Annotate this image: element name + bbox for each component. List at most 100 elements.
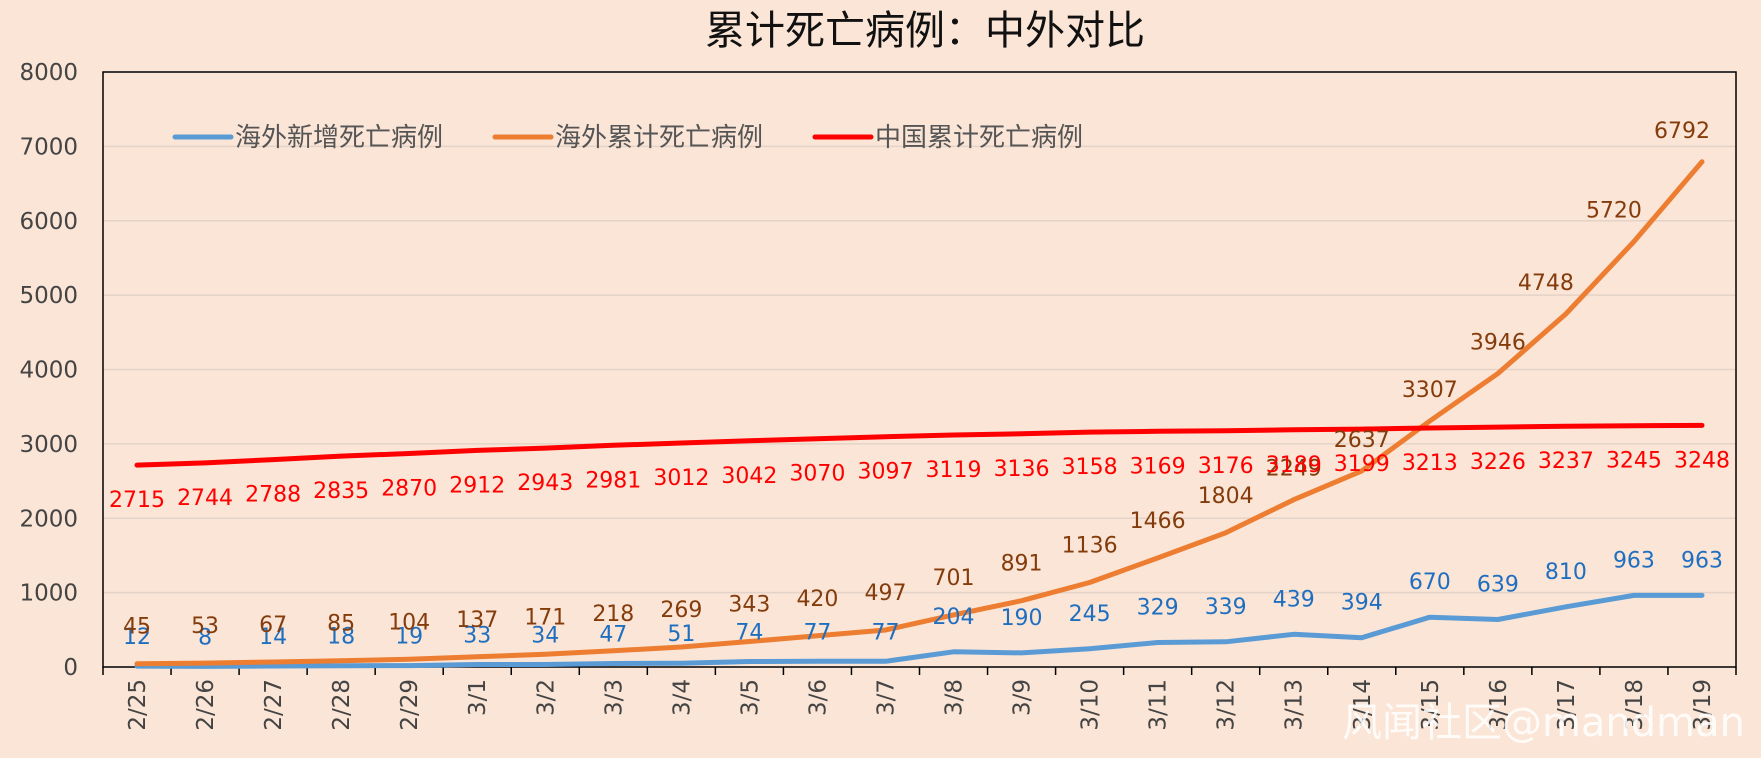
data-label-s0-17: 439 — [1273, 587, 1315, 612]
data-label-s0-1: 8 — [198, 625, 212, 650]
data-label-s0-21: 810 — [1545, 560, 1587, 585]
data-label-s1-7: 218 — [592, 602, 634, 627]
data-label-s1-9: 343 — [728, 592, 770, 617]
x-tick-label-11: 3/7 — [873, 679, 899, 716]
x-tick-label-9: 3/5 — [737, 679, 763, 716]
x-tick-label-19: 3/15 — [1418, 679, 1444, 731]
series-lines — [134, 159, 1705, 669]
data-label-s0-8: 51 — [667, 622, 695, 647]
data-label-s2-22: 3245 — [1606, 449, 1662, 474]
data-label-s0-0: 12 — [123, 625, 151, 650]
data-label-s0-13: 190 — [1001, 606, 1043, 631]
data-label-s1-12: 701 — [933, 566, 975, 591]
data-label-s2-10: 3070 — [789, 462, 845, 487]
data-label-s0-18: 394 — [1341, 591, 1383, 616]
data-label-s1-17: 2249 — [1266, 457, 1322, 482]
data-label-s0-2: 14 — [259, 625, 287, 650]
series-line-0 — [134, 592, 1705, 669]
y-tick-label-1: 1000 — [19, 581, 78, 607]
data-label-s2-19: 3213 — [1402, 451, 1458, 476]
x-axis: 2/25 2/26 2/27 2/28 2/29 3/1 3/2 3/3 3/4 3/5 3/6 3/… — [102, 667, 1737, 731]
data-label-s0-23: 963 — [1681, 548, 1723, 573]
x-tick-label-4: 2/29 — [397, 679, 423, 731]
data-label-s1-0: 45 — [123, 615, 151, 640]
data-label-s0-19: 670 — [1409, 570, 1451, 595]
chart-title: 累计死亡病例：中外对比 — [705, 8, 1145, 54]
y-axis: 0 1000 2000 3000 4000 5000 6000 7000 8000 — [19, 60, 78, 681]
y-tick-label-4: 4000 — [19, 358, 78, 384]
data-label-s1-4: 104 — [388, 610, 430, 635]
data-label-s1-15: 1466 — [1130, 509, 1186, 534]
data-label-s2-11: 3097 — [857, 460, 913, 485]
data-label-s2-18: 3199 — [1334, 452, 1390, 477]
x-tick-label-12: 3/8 — [942, 679, 968, 716]
data-label-s0-16: 339 — [1205, 595, 1247, 620]
data-label-s2-9: 3042 — [721, 464, 777, 489]
data-labels: 12 8 14 18 19 33 34 47 51 74 77 77 204 190 245 329 339 43… — [109, 119, 1730, 651]
data-label-s2-20: 3226 — [1470, 450, 1526, 475]
data-label-s1-23: 6792 — [1654, 119, 1710, 144]
legend-label-2: 中国累计死亡病例 — [875, 123, 1083, 153]
data-label-s1-1: 53 — [191, 614, 219, 639]
legend-label-1: 海外累计死亡病例 — [555, 123, 763, 153]
x-tick-label-15: 3/11 — [1146, 679, 1172, 731]
x-tick-label-22: 3/18 — [1622, 679, 1648, 731]
y-tick-label-3: 3000 — [19, 432, 78, 458]
x-tick-label-5: 3/1 — [465, 679, 491, 716]
legend: 海外新增死亡病例 海外累计死亡病例 中国累计死亡病例 — [172, 123, 1083, 153]
data-label-s2-6: 2943 — [517, 471, 573, 496]
data-label-s1-22: 5720 — [1586, 199, 1642, 224]
data-label-s0-15: 329 — [1137, 596, 1179, 621]
data-label-s1-14: 1136 — [1062, 534, 1118, 559]
data-label-s2-7: 2981 — [585, 468, 641, 493]
data-label-s2-2: 2788 — [245, 483, 301, 508]
data-label-s2-4: 2870 — [381, 477, 437, 502]
y-tick-label-7: 7000 — [19, 134, 78, 160]
y-tick-label-6: 6000 — [19, 209, 78, 235]
data-label-s0-6: 34 — [531, 623, 559, 648]
y-tick-label-8: 8000 — [19, 60, 78, 86]
data-label-s1-13: 891 — [1001, 552, 1043, 577]
x-tick-label-1: 2/26 — [193, 679, 219, 731]
x-tick-label-2: 2/27 — [261, 679, 287, 731]
series-line-2 — [134, 422, 1705, 468]
x-tick-label-10: 3/6 — [805, 679, 831, 716]
data-label-s1-16: 1804 — [1198, 484, 1254, 509]
data-label-s1-20: 3946 — [1470, 331, 1526, 356]
data-label-s0-14: 245 — [1069, 602, 1111, 627]
data-label-s0-7: 47 — [599, 623, 627, 648]
x-tick-label-13: 3/9 — [1010, 679, 1036, 716]
data-label-s1-5: 137 — [456, 608, 498, 633]
data-label-s0-10: 77 — [803, 620, 831, 645]
x-tick-label-3: 2/28 — [329, 679, 355, 731]
data-label-s0-20: 639 — [1477, 572, 1519, 597]
x-tick-label-23: 3/19 — [1690, 679, 1716, 731]
data-label-s2-14: 3158 — [1062, 455, 1118, 480]
y-tick-label-5: 5000 — [19, 283, 78, 309]
data-label-s2-23: 3248 — [1674, 448, 1730, 473]
data-label-s2-12: 3119 — [926, 458, 982, 483]
x-tick-label-21: 3/17 — [1554, 679, 1580, 731]
data-label-s1-6: 171 — [524, 605, 566, 630]
data-label-s2-5: 2912 — [449, 473, 505, 498]
x-tick-label-16: 3/12 — [1214, 679, 1240, 731]
data-label-s2-21: 3237 — [1538, 449, 1594, 474]
data-label-s0-11: 77 — [871, 620, 899, 645]
data-label-s2-16: 3176 — [1198, 454, 1254, 479]
data-label-s0-3: 18 — [327, 625, 355, 650]
data-label-s1-18: 2637 — [1334, 428, 1390, 453]
x-tick-label-20: 3/16 — [1486, 679, 1512, 731]
y-tick-label-0: 0 — [63, 655, 78, 681]
data-label-s1-3: 85 — [327, 612, 355, 637]
series-line-1 — [134, 159, 1705, 667]
data-label-s1-8: 269 — [660, 598, 702, 623]
gridlines — [103, 145, 1736, 594]
x-tick-label-7: 3/3 — [601, 679, 627, 716]
data-label-s1-2: 67 — [259, 613, 287, 638]
x-tick-label-18: 3/14 — [1350, 679, 1376, 731]
data-label-s2-13: 3136 — [994, 457, 1050, 482]
data-label-s2-3: 2835 — [313, 479, 369, 504]
data-label-s0-22: 963 — [1613, 548, 1655, 573]
x-tick-label-6: 3/2 — [533, 679, 559, 716]
